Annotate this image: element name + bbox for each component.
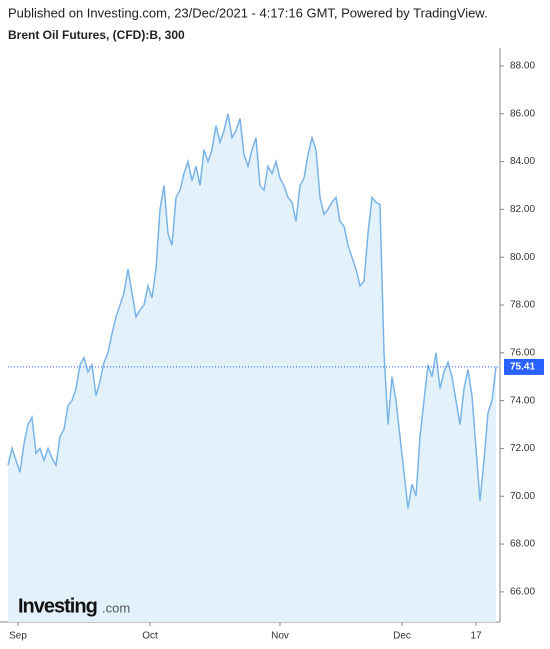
x-tick-label: Dec [393,631,411,642]
y-tick-label: 84.00 [510,156,535,167]
x-tick-label: 17 [470,631,482,642]
price-line [7,113,497,509]
y-tick-label: 68.00 [510,539,535,550]
logo-suffix: .com [102,600,130,615]
y-tick-label: 86.00 [510,108,535,119]
chart-title: Brent Oil Futures, (CFD):B, 300 [8,28,185,42]
x-tick-label: Nov [271,631,289,642]
area-fill [8,113,496,622]
y-tick-label: 80.00 [510,252,535,263]
y-tick-label: 66.00 [510,587,535,598]
x-tick-label: Sep [9,631,27,642]
y-tick-label: 78.00 [510,300,535,311]
y-tick-label: 88.00 [510,61,535,72]
current-price-label: 75.41 [510,362,535,373]
y-tick-label: 76.00 [510,347,535,358]
y-tick-label: 82.00 [510,204,535,215]
logo: Investing [18,595,97,617]
x-tick-label: Oct [142,631,158,642]
y-tick-label: 72.00 [510,443,535,454]
y-tick-label: 74.00 [510,395,535,406]
published-note: Published on Investing.com, 23/Dec/2021 … [8,5,488,20]
current-price-box [504,358,544,375]
plot [7,113,497,622]
y-tick-label: 70.00 [510,491,535,502]
